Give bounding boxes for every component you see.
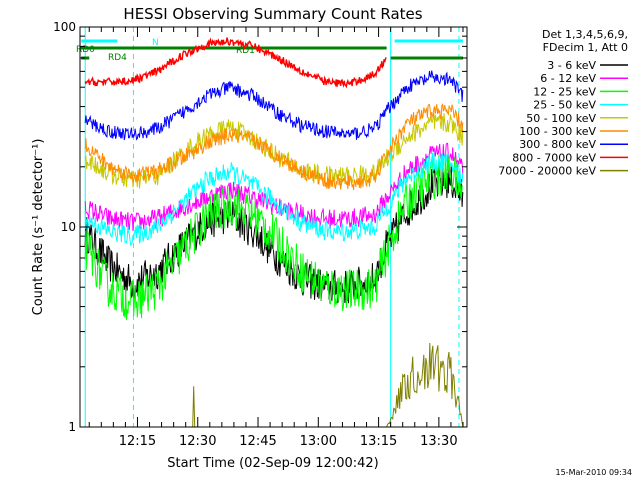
y-tick-label: 1 xyxy=(68,420,76,434)
series-trace xyxy=(84,102,464,191)
legend-entry-label: 300 - 800 keV xyxy=(519,138,596,151)
legend-header: Det 1,3,4,5,6,9, xyxy=(542,28,628,41)
legend-entry-label: 100 - 300 keV xyxy=(519,125,596,138)
legend-entry-label: 7000 - 20000 keV xyxy=(498,165,596,178)
x-tick-label: 13:00 xyxy=(300,434,337,449)
series-trace xyxy=(84,37,387,89)
axes: 1 10 100 12:15 12:30 12:45 13:00 13:15 13:30 xyxy=(53,20,467,449)
series-trace xyxy=(84,152,464,320)
x-tick-label: 13:30 xyxy=(420,434,457,449)
x-tick-label: 12:15 xyxy=(119,434,156,449)
footer-timestamp: 15-Mar-2010 09:34 xyxy=(556,468,633,477)
chart-title: HESSI Observing Summary Count Rates xyxy=(123,5,422,23)
legend-header: FDecim 1, Att 0 xyxy=(543,41,628,54)
x-axis-label: Start Time (02-Sep-09 12:00:42) xyxy=(167,456,378,471)
legend-entry-label: 800 - 7000 keV xyxy=(512,151,596,164)
legend-entry-label: 6 - 12 keV xyxy=(540,72,596,85)
annotation-label: RD1 xyxy=(236,46,255,56)
annotation-label: N xyxy=(152,38,159,48)
x-tick-label: 12:45 xyxy=(239,434,276,449)
series-trace xyxy=(84,152,464,247)
y-tick-label: 100 xyxy=(53,20,76,34)
legend-entry-label: 3 - 6 keV xyxy=(547,59,596,72)
legend: Det 1,3,4,5,6,9,FDecim 1, Att 0 3 - 6 keV… xyxy=(498,28,628,178)
series-trace xyxy=(84,113,464,189)
series-trace xyxy=(84,70,464,141)
series-trace xyxy=(84,164,464,304)
legend-entry-label: 25 - 50 keV xyxy=(533,99,596,112)
annotation-label: RD0 xyxy=(76,45,95,55)
x-tick-label: 13:15 xyxy=(360,434,397,449)
legend-entry-label: 50 - 100 keV xyxy=(526,112,596,125)
x-tick-label: 12:30 xyxy=(179,434,216,449)
legend-entry-label: 12 - 25 keV xyxy=(533,85,596,98)
y-axis-label: Count Rate (s⁻¹ detector⁻¹) xyxy=(31,139,46,316)
y-tick-label: 10 xyxy=(61,220,76,234)
annotation-label: RD4 xyxy=(108,53,127,63)
